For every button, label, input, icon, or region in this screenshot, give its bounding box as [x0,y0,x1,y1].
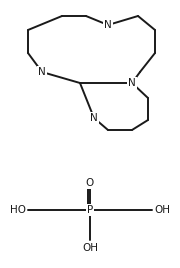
Text: HO: HO [10,205,26,215]
Text: OH: OH [82,243,98,253]
Text: N: N [38,67,46,77]
Text: O: O [86,178,94,188]
Text: OH: OH [154,205,170,215]
Text: N: N [128,78,136,88]
Text: P: P [87,205,93,215]
Text: N: N [90,113,98,123]
Text: N: N [104,20,112,30]
